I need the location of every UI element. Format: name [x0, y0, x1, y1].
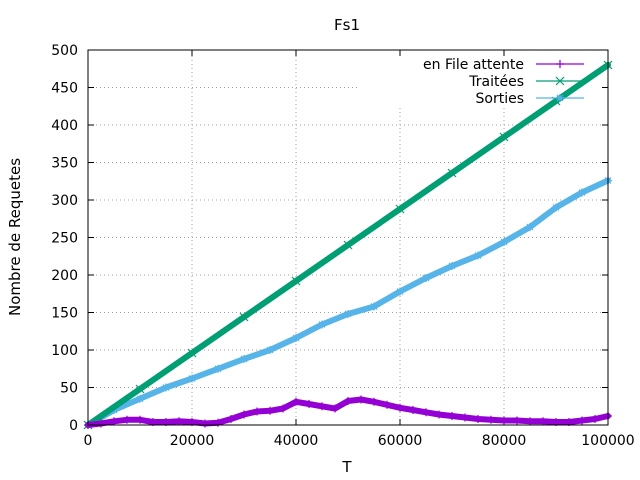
data-point [214, 364, 222, 373]
data-point [499, 132, 509, 142]
data-point [331, 404, 339, 413]
data-point [357, 395, 365, 404]
x-tick-label: 20000 [170, 433, 215, 449]
data-point [240, 355, 248, 363]
y-tick-label: 0 [69, 418, 78, 434]
data-point [395, 204, 405, 214]
y-tick-label: 50 [60, 381, 78, 397]
y-tick-label: 350 [51, 156, 78, 172]
x-tick-label: 40000 [274, 433, 319, 449]
y-tick-label: 400 [51, 118, 78, 134]
data-point [461, 413, 469, 422]
data-point [266, 346, 274, 354]
data-point [578, 416, 586, 425]
data-point [552, 203, 560, 212]
data-point [97, 419, 105, 428]
data-point [474, 415, 482, 423]
data-point [422, 408, 430, 417]
data-point [227, 415, 235, 423]
data-point [187, 348, 197, 358]
data-point [188, 374, 196, 383]
data-point [135, 384, 145, 394]
y-tick-label: 450 [51, 81, 78, 97]
data-point [292, 334, 300, 342]
plot-frame [87, 49, 609, 426]
data-point [383, 400, 391, 409]
chart-title: Fs1 [334, 16, 360, 34]
data-point [435, 410, 443, 419]
x-tick-label: 100000 [581, 433, 634, 449]
data-point [487, 415, 495, 424]
data-point [448, 412, 456, 420]
data-point [474, 251, 482, 260]
data-point [240, 410, 248, 419]
series-layer [83, 60, 613, 430]
data-point [253, 407, 261, 416]
data-point [422, 274, 430, 282]
data-point [136, 415, 144, 424]
axis-ticks: 0 20000 40000 60000 80000 100000 0 50 100 150 200 2… [51, 43, 634, 449]
legend-marker [556, 60, 564, 68]
data-point [396, 287, 404, 296]
data-point [318, 402, 326, 411]
legend-marker [556, 94, 564, 102]
data-point [239, 312, 249, 322]
data-point [500, 238, 508, 246]
data-point [591, 415, 599, 423]
data-point [500, 416, 508, 425]
data-point [305, 400, 313, 408]
data-point [291, 276, 301, 286]
y-tick-label: 250 [51, 231, 78, 247]
y-axis-label: Nombre de Requetes [6, 158, 24, 316]
data-point [447, 168, 457, 178]
data-point [370, 302, 378, 311]
data-point [539, 417, 547, 426]
series-1 [83, 60, 613, 430]
x-tick-label: 0 [84, 433, 93, 449]
series-0 [84, 395, 612, 429]
data-point [175, 417, 183, 426]
data-point [279, 404, 287, 413]
data-point [344, 310, 352, 318]
data-point [526, 223, 534, 231]
data-point [292, 397, 300, 406]
legend-label: en File attente [423, 57, 524, 73]
y-tick-label: 200 [51, 268, 78, 284]
data-point [370, 397, 378, 406]
data-point [266, 406, 274, 415]
series-2 [84, 176, 612, 429]
y-tick-label: 300 [51, 193, 78, 209]
data-point [343, 240, 353, 250]
data-point [136, 394, 144, 403]
x-tick-label: 60000 [378, 433, 423, 449]
grid [88, 50, 608, 425]
legend-label: Traitées [468, 74, 524, 90]
data-point [344, 397, 352, 405]
data-point [448, 262, 456, 270]
data-point [110, 417, 118, 426]
data-point [396, 403, 404, 412]
data-point [526, 417, 534, 426]
data-point [123, 415, 131, 424]
data-point [578, 188, 586, 197]
data-point [513, 416, 521, 425]
x-tick-label: 80000 [482, 433, 527, 449]
x-axis-label: T [341, 458, 352, 476]
legend-marker [555, 76, 565, 86]
data-point [409, 406, 417, 414]
data-point [318, 320, 326, 329]
data-point [201, 419, 209, 428]
y-tick-label: 500 [51, 43, 78, 59]
data-point [162, 383, 170, 392]
y-tick-label: 100 [51, 343, 78, 359]
legend-label: Sorties [476, 91, 525, 107]
y-tick-label: 150 [51, 306, 78, 322]
